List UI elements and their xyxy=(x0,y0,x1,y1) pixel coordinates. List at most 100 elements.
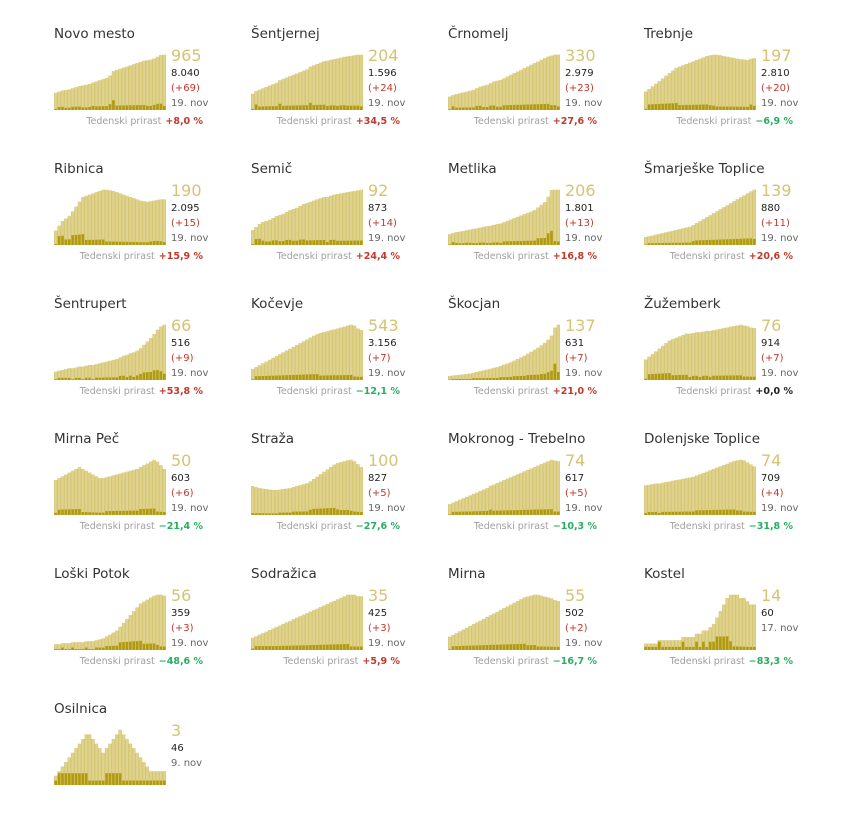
growth-label: Tedenski prirast xyxy=(80,521,155,532)
daily-bar xyxy=(115,242,118,245)
active-bar xyxy=(272,490,274,515)
active-bar xyxy=(99,748,101,785)
active-bar xyxy=(319,198,321,245)
active-bar xyxy=(503,480,505,515)
daily-bar xyxy=(122,781,125,785)
daily-bar xyxy=(692,647,695,650)
active-bar xyxy=(726,57,728,110)
active-bar xyxy=(658,483,660,515)
daily-bar xyxy=(99,106,102,110)
active-bar xyxy=(750,191,752,245)
active-bar xyxy=(133,748,135,785)
active-bar xyxy=(702,473,704,515)
daily-bar xyxy=(733,375,736,380)
active-bar xyxy=(129,197,131,245)
active-bar xyxy=(122,473,124,515)
active-bar xyxy=(112,360,114,380)
daily-bar xyxy=(533,510,536,515)
active-bar xyxy=(116,192,118,245)
daily-bar xyxy=(357,377,360,380)
active-bar xyxy=(746,193,748,245)
active-bar xyxy=(557,601,559,650)
daily-bar xyxy=(262,106,265,110)
active-bar xyxy=(510,220,512,245)
daily-bar xyxy=(644,244,647,245)
active-bar xyxy=(753,328,755,380)
active-bar xyxy=(296,73,298,110)
daily-bar xyxy=(739,375,742,380)
date-value: 19. nov xyxy=(171,638,208,649)
daily-bar xyxy=(533,104,536,110)
daily-bar xyxy=(479,645,482,650)
daily-bar xyxy=(554,105,557,110)
active-bar xyxy=(126,196,128,245)
daily-bar xyxy=(61,648,64,650)
daily-bar xyxy=(692,376,695,380)
active-bar xyxy=(330,60,332,110)
daily-bar xyxy=(346,644,349,650)
date-value: 19. nov xyxy=(565,503,602,514)
growth-label: Tedenski prirast xyxy=(80,251,155,262)
daily-bar xyxy=(112,377,115,380)
daily-bar xyxy=(139,374,142,380)
active-bar xyxy=(340,462,342,515)
daily-bar xyxy=(119,376,122,380)
daily-bar xyxy=(92,512,95,515)
daily-bar xyxy=(156,781,159,785)
active-bar xyxy=(746,326,748,380)
daily-bar xyxy=(658,374,661,380)
daily-bar xyxy=(503,377,506,380)
total-value: 502 xyxy=(565,608,584,619)
daily-bar xyxy=(343,644,346,650)
active-bar xyxy=(350,56,352,110)
daily-bar xyxy=(299,105,302,110)
active-bar xyxy=(506,606,508,650)
total-value: 709 xyxy=(761,473,780,484)
daily-bar xyxy=(452,379,455,380)
active-bar xyxy=(530,596,532,650)
daily-bar xyxy=(58,236,61,245)
active-bar xyxy=(340,328,342,380)
daily-bar xyxy=(496,242,499,245)
growth-label: Tedenski prirast xyxy=(80,656,155,667)
active-bar xyxy=(92,83,94,110)
daily-bar xyxy=(459,379,462,380)
daily-bar xyxy=(557,512,560,515)
daily-bar xyxy=(699,647,702,650)
daily-diff-value: (+23) xyxy=(565,83,594,94)
daily-bar xyxy=(88,512,91,515)
daily-bar xyxy=(353,106,356,110)
daily-bar xyxy=(163,374,166,380)
active-bar xyxy=(150,462,152,515)
daily-bar xyxy=(129,105,132,110)
daily-bar xyxy=(61,378,64,380)
daily-bar xyxy=(139,781,142,785)
active-bar xyxy=(702,57,704,110)
daily-bar xyxy=(54,379,57,380)
municipality-name: Mokronog - Trebelno xyxy=(448,431,585,447)
daily-bar xyxy=(160,646,163,650)
daily-bar xyxy=(279,375,282,380)
active-bar xyxy=(554,460,556,515)
daily-bar xyxy=(143,509,146,515)
active-bar xyxy=(692,333,694,380)
active-bar xyxy=(496,612,498,650)
active-bar xyxy=(510,477,512,515)
daily-bar xyxy=(516,510,519,515)
daily-bar xyxy=(482,645,485,650)
active-bar xyxy=(360,467,362,515)
active-bar xyxy=(330,330,332,380)
growth-value: +20,6 % xyxy=(749,251,793,262)
daily-bar xyxy=(499,645,502,650)
daily-diff-value: (+2) xyxy=(565,623,588,634)
daily-bar xyxy=(149,781,152,785)
daily-bar xyxy=(729,239,732,245)
active-bar xyxy=(729,203,731,245)
daily-bar xyxy=(743,512,746,515)
active-bar xyxy=(360,55,362,110)
active-bar xyxy=(466,92,468,110)
daily-bar xyxy=(665,512,668,515)
weekly-growth-row: Tedenski prirast−31,8 % xyxy=(644,521,793,532)
